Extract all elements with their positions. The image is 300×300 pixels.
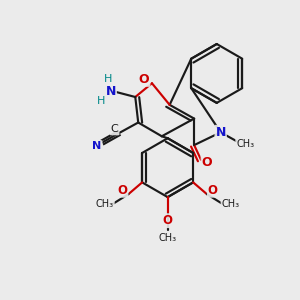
Text: CH₃: CH₃ xyxy=(221,199,239,209)
Text: N: N xyxy=(106,85,116,98)
Text: CH₃: CH₃ xyxy=(159,233,177,243)
Text: H: H xyxy=(97,96,105,106)
Text: CH₃: CH₃ xyxy=(96,199,114,209)
Text: O: O xyxy=(163,214,173,227)
Text: N: N xyxy=(92,141,102,151)
Text: C: C xyxy=(111,124,119,134)
Text: O: O xyxy=(139,73,149,86)
Text: CH₃: CH₃ xyxy=(236,139,254,149)
Text: O: O xyxy=(202,156,212,169)
Text: N: N xyxy=(215,126,226,139)
Text: H: H xyxy=(103,74,112,84)
Text: O: O xyxy=(208,184,218,197)
Text: O: O xyxy=(118,184,128,197)
